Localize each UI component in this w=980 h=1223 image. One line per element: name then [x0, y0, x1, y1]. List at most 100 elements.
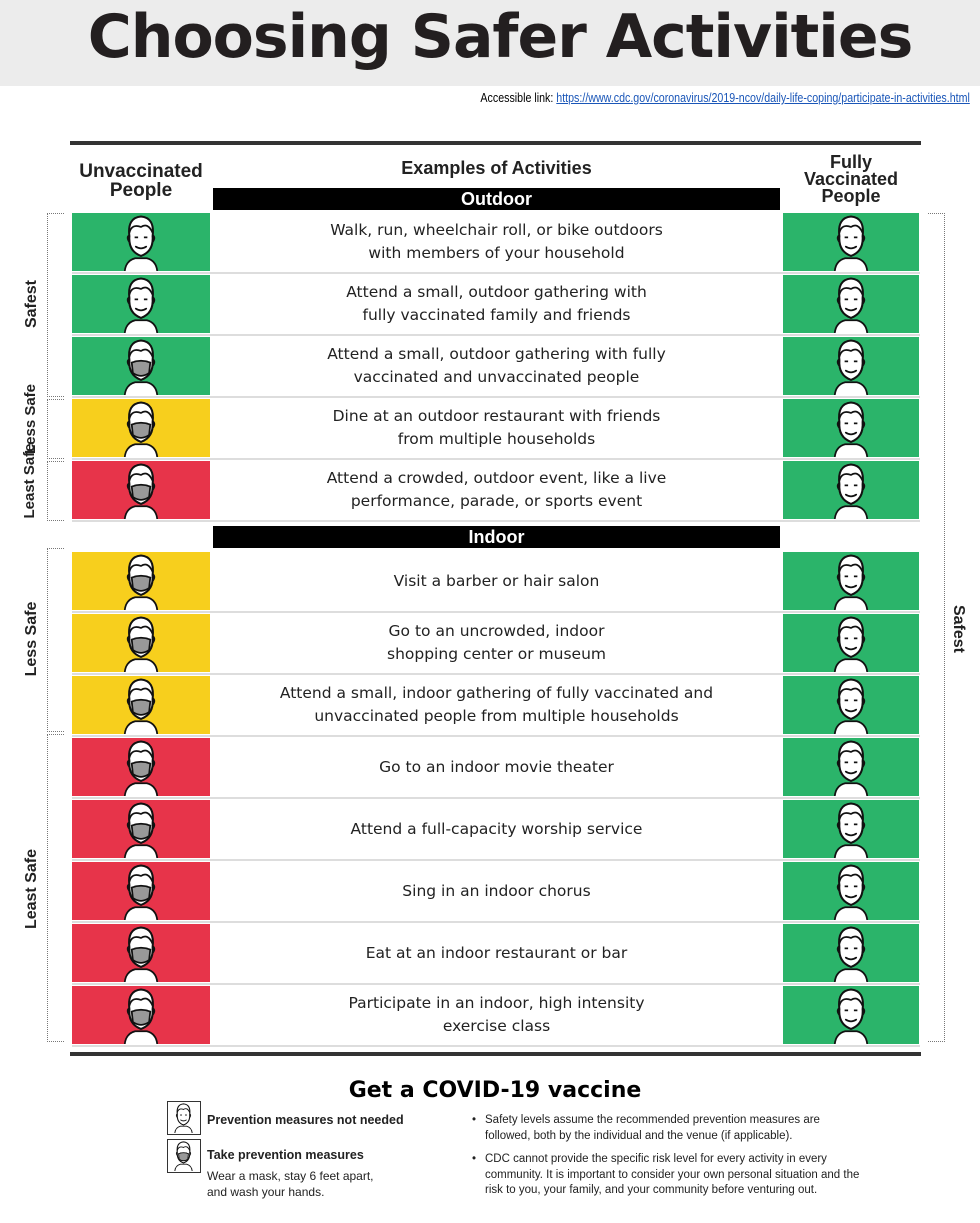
masked-face-icon [107, 800, 175, 863]
face-icon [817, 275, 885, 338]
page-title: Choosing Safer Activities [87, 2, 914, 72]
unvaccinated-risk-cell [72, 986, 210, 1045]
face-icon [107, 213, 175, 276]
activity-text: Attend a small, indoor gathering of full… [279, 684, 714, 725]
masked-face-icon [107, 676, 175, 739]
unvaccinated-risk-cell [72, 399, 210, 458]
bottom-rule [70, 1052, 921, 1056]
row-divider [72, 797, 920, 799]
masked-face-icon [107, 399, 175, 462]
face-icon [817, 399, 885, 462]
unvaccinated-risk-cell [72, 213, 210, 272]
label-less-safe-indoor: Less Safe [23, 601, 40, 677]
legend-prevention-detail: Wear a mask, stay 6 feet apart, and wash… [207, 1169, 374, 1199]
face-icon [817, 862, 885, 925]
bracket-least-safe-indoor [47, 734, 64, 1042]
face-icon [817, 337, 885, 400]
unvaccinated-risk-cell [72, 552, 210, 611]
activity-text: Attend a small, outdoor gathering with f… [346, 283, 647, 324]
face-icon [817, 924, 885, 987]
activity-text: Go to an uncrowded, indoor shopping cent… [387, 622, 606, 663]
activity-text: Visit a barber or hair salon [393, 571, 600, 590]
activity-text: Dine at an outdoor restaurant with frien… [332, 407, 661, 448]
unvaccinated-risk-cell [72, 461, 210, 520]
section-header-outdoor: Outdoor [213, 188, 780, 210]
label-least-safe-outdoor: Least Safe [21, 443, 38, 519]
header-band [0, 0, 980, 86]
masked-face-icon [107, 738, 175, 801]
vaccine-heading: Get a COVID-19 vaccine [348, 1078, 642, 1103]
activity-text: Participate in an indoor, high intensity… [348, 994, 645, 1035]
activity-text: Attend a full-capacity worship service [350, 819, 643, 838]
row-divider [72, 334, 920, 336]
masked-face-icon [107, 862, 175, 925]
masked-face-icon [107, 552, 175, 615]
row-divider [72, 458, 920, 460]
face-icon [817, 213, 885, 276]
row-divider [72, 859, 920, 861]
row-divider [72, 520, 920, 522]
vaccinated-risk-cell [783, 676, 919, 735]
row-divider [72, 921, 920, 923]
unvaccinated-risk-cell [72, 614, 210, 673]
bracket-less-safe-outdoor [47, 399, 64, 459]
unvaccinated-header: Unvaccinated People [79, 161, 203, 201]
note-cdc-risk: CDC cannot provide the specific risk lev… [472, 1152, 865, 1199]
vaccinated-header: Fully Vaccinated People [803, 152, 899, 206]
unvaccinated-risk-cell [72, 676, 210, 735]
vaccinated-risk-cell [783, 337, 919, 396]
row-divider [72, 735, 920, 737]
face-icon [107, 275, 175, 338]
label-safest-right: Safest [950, 604, 967, 654]
vaccinated-risk-cell [783, 399, 919, 458]
vaccinated-risk-cell [783, 552, 919, 611]
legend-no-prevention: Prevention measures not needed [207, 1113, 404, 1127]
face-icon [817, 614, 885, 677]
vaccinated-risk-cell [783, 924, 919, 983]
activity-text: Attend a crowded, outdoor event, like a … [326, 469, 667, 510]
legend-take-prevention: Take prevention measures [207, 1148, 364, 1162]
bracket-least-safe-outdoor [47, 461, 64, 521]
activity-text: Walk, run, wheelchair roll, or bike outd… [330, 221, 663, 262]
unvaccinated-risk-cell [72, 275, 210, 334]
legend-face-icon [167, 1101, 201, 1135]
activity-text: Sing in an indoor chorus [402, 881, 591, 900]
row-divider [72, 983, 920, 985]
activities-header: Examples of Activities [401, 158, 592, 178]
unvaccinated-risk-cell [72, 337, 210, 396]
face-icon [817, 552, 885, 615]
label-least-safe-indoor: Least Safe [23, 848, 40, 930]
face-icon [817, 738, 885, 801]
masked-face-icon [107, 337, 175, 400]
accessible-label: Accessible link: [480, 90, 554, 105]
label-safest: Safest [23, 279, 40, 329]
unvaccinated-risk-cell [72, 738, 210, 797]
accessible-url[interactable]: https://www.cdc.gov/coronavirus/2019-nco… [556, 90, 970, 105]
legend-masked-face-icon [167, 1139, 201, 1173]
face-icon [817, 800, 885, 863]
masked-face-icon [107, 924, 175, 987]
vaccinated-risk-cell [783, 461, 919, 520]
row-divider [72, 272, 920, 274]
face-icon [817, 676, 885, 739]
vaccinated-risk-cell [783, 862, 919, 921]
vaccinated-risk-cell [783, 800, 919, 859]
bracket-safest-right [928, 213, 945, 1042]
row-divider [72, 1045, 920, 1047]
bracket-less-safe-indoor [47, 548, 64, 732]
note-safety-levels: Safety levels assume the recommended pre… [472, 1113, 865, 1144]
activity-text: Go to an indoor movie theater [379, 757, 614, 776]
masked-face-icon [107, 461, 175, 524]
vaccinated-risk-cell [783, 986, 919, 1045]
bracket-safest [47, 213, 64, 397]
masked-face-icon [107, 614, 175, 677]
top-rule [70, 141, 921, 145]
vaccinated-risk-cell [783, 275, 919, 334]
row-divider [72, 611, 920, 613]
row-divider [72, 673, 920, 675]
row-divider [72, 396, 920, 398]
vaccinated-risk-cell [783, 213, 919, 272]
section-header-indoor: Indoor [213, 526, 780, 548]
activity-text: Attend a small, outdoor gathering with f… [327, 345, 666, 386]
masked-face-icon [107, 986, 175, 1049]
